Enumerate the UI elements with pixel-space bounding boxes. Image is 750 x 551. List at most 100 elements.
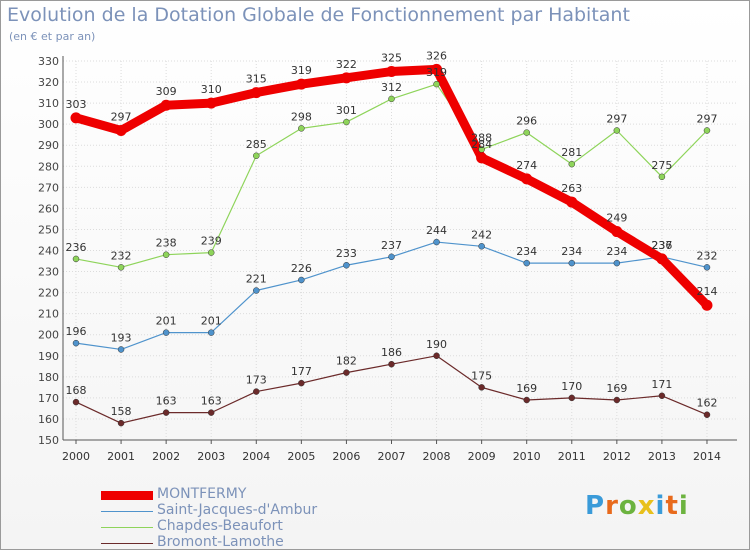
legend-label: Chapdes-Beaufort	[157, 518, 283, 534]
data-labels: 196 193 201 201 221 226 233 237 244 242 234 234 234 2…	[66, 49, 718, 418]
data-point	[478, 384, 485, 391]
data-point	[431, 63, 443, 75]
y-tick-label: 190	[38, 350, 59, 363]
data-point	[343, 261, 350, 269]
data-label: 233	[336, 247, 357, 260]
data-label: 284	[471, 138, 492, 151]
chart-subtitle: (en € et par an)	[9, 30, 96, 43]
data-label: 163	[201, 395, 222, 408]
data-label: 190	[426, 338, 447, 351]
data-point	[613, 259, 621, 267]
legend-label: MONTFERMY	[157, 486, 247, 502]
data-label: 201	[156, 315, 177, 328]
data-point	[613, 396, 621, 404]
data-point	[433, 238, 440, 246]
data-label: 234	[606, 245, 627, 258]
data-point	[70, 112, 82, 124]
data-point	[162, 329, 170, 336]
data-point	[115, 124, 127, 136]
data-label: 309	[156, 85, 177, 98]
data-point	[703, 127, 711, 134]
legend-swatch	[101, 526, 153, 528]
data-label: 168	[66, 384, 87, 397]
data-label: 169	[606, 382, 627, 395]
data-point	[613, 127, 621, 134]
data-label: 310	[201, 83, 222, 96]
data-label: 158	[111, 405, 132, 418]
data-label: 237	[381, 239, 402, 252]
data-point	[523, 396, 530, 404]
data-label: 237	[651, 239, 672, 252]
data-label: 171	[651, 378, 672, 391]
y-tick-label: 220	[38, 287, 59, 300]
logo-letter: P	[585, 491, 606, 521]
x-tick-label: 2008	[423, 450, 451, 463]
data-label: 169	[516, 382, 537, 395]
data-label: 170	[561, 380, 582, 393]
data-label: 298	[291, 110, 312, 123]
data-label: 201	[201, 315, 222, 328]
legend-label: Saint-Jacques-d'Ambur	[157, 502, 318, 518]
data-point	[160, 99, 172, 111]
data-point	[343, 369, 350, 376]
data-point	[207, 329, 215, 336]
data-label: 297	[696, 112, 717, 125]
data-label: 301	[336, 104, 357, 117]
logo-letter: t	[665, 491, 679, 521]
data-label: 275	[651, 159, 672, 172]
data-point	[566, 196, 578, 208]
data-label: 319	[291, 64, 312, 77]
data-point	[433, 352, 440, 360]
data-label: 285	[246, 138, 267, 151]
data-point	[521, 173, 533, 185]
data-label: 236	[651, 239, 672, 252]
data-point	[298, 125, 305, 132]
data-label: 236	[66, 241, 87, 254]
data-point	[253, 152, 260, 159]
data-point	[658, 173, 666, 181]
data-label: 315	[246, 73, 267, 86]
y-tick-label: 300	[38, 118, 59, 131]
data-label: 238	[156, 237, 177, 250]
x-tick-label: 2002	[152, 450, 180, 463]
x-tick-label: 2014	[693, 450, 721, 463]
data-label: 274	[516, 159, 537, 172]
data-point	[298, 379, 305, 387]
x-tick-label: 2001	[107, 450, 135, 463]
data-label: 239	[201, 235, 222, 248]
data-label: 249	[606, 212, 627, 225]
data-point	[298, 276, 305, 284]
x-tick-label: 2010	[513, 450, 541, 463]
data-label: 319	[426, 66, 447, 79]
data-label: 263	[561, 182, 582, 195]
data-point	[388, 253, 395, 261]
y-tick-label: 310	[38, 97, 59, 110]
y-tick-label: 230	[38, 266, 59, 279]
legend-swatch	[101, 510, 153, 512]
data-point	[703, 264, 711, 271]
data-label: 326	[426, 49, 447, 62]
data-label: 221	[246, 273, 267, 286]
data-label: 325	[381, 52, 402, 65]
data-point	[162, 251, 170, 258]
y-tick-label: 200	[38, 329, 59, 342]
logo-letter: x	[637, 491, 656, 521]
data-point	[476, 152, 488, 164]
data-label: 234	[516, 245, 537, 258]
y-tick-label: 180	[38, 371, 59, 384]
x-tick-label: 2007	[377, 450, 405, 463]
data-point	[117, 419, 125, 427]
data-point	[250, 87, 262, 99]
data-label: 232	[111, 249, 132, 262]
data-label: 296	[516, 115, 537, 128]
data-point	[611, 226, 623, 238]
y-tick-label: 240	[38, 245, 59, 258]
y-tick-label: 320	[38, 76, 59, 89]
y-tick-label: 170	[38, 392, 59, 405]
y-tick-label: 270	[38, 181, 59, 194]
proxiti-logo: Proxiti	[585, 491, 689, 521]
y-tick-label: 330	[38, 55, 59, 68]
data-point	[253, 287, 260, 294]
data-label: 297	[606, 112, 627, 125]
